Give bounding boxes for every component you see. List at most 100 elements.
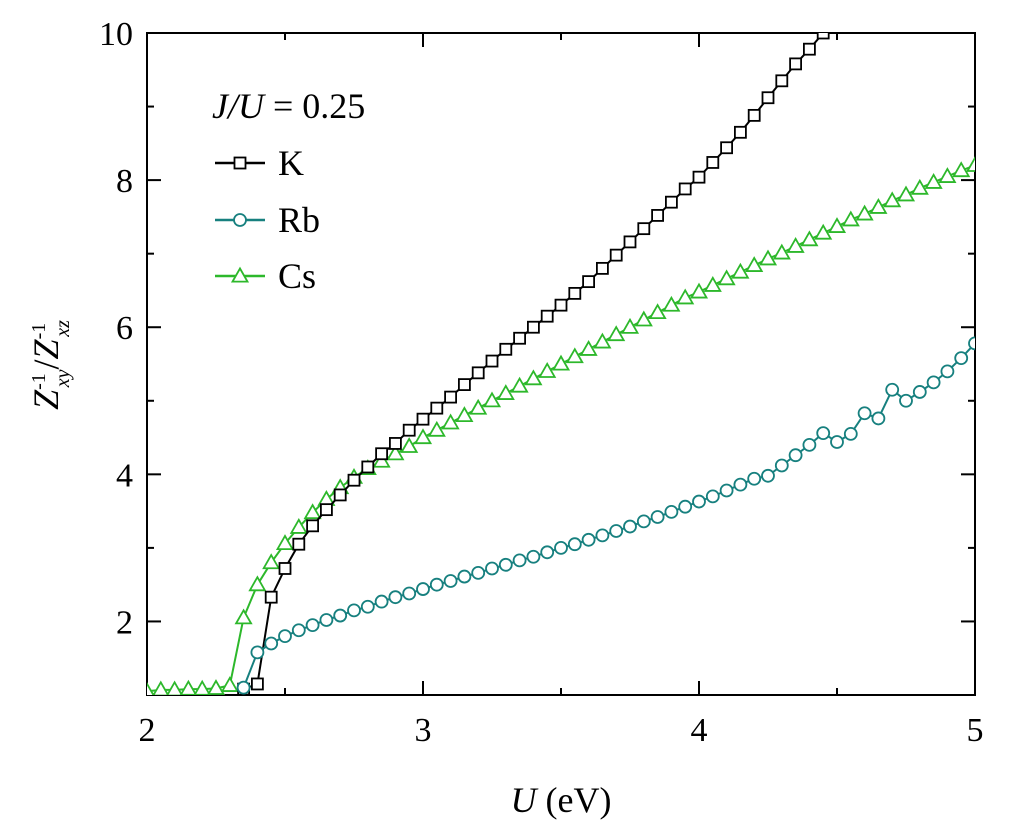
data-point-K (375, 447, 389, 461)
data-point-K (319, 503, 333, 517)
data-point-Rb (319, 613, 334, 627)
data-point-Cs (524, 369, 543, 386)
data-point-Rb (843, 426, 858, 441)
data-point-Rb (692, 494, 706, 509)
data-point-K (609, 248, 623, 262)
data-point-K (388, 437, 402, 450)
data-point-Cs (455, 406, 474, 423)
data-point-Rb (388, 590, 403, 605)
data-point-Rb (595, 528, 610, 543)
data-point-Rb (333, 608, 348, 623)
data-point-Cs (731, 262, 750, 279)
data-point-Cs (469, 398, 488, 415)
legend-item-Cs: Cs (215, 256, 316, 296)
data-point-K (513, 331, 526, 345)
data-point-Cs (786, 236, 805, 253)
series-Cs (147, 156, 975, 695)
data-point-Rb (236, 680, 251, 695)
data-point-K (665, 195, 678, 209)
data-point-Cs (234, 608, 253, 625)
y-title-num-base: Z (26, 389, 66, 410)
data-point-K (347, 473, 361, 487)
data-point-Rb (761, 468, 775, 483)
data-point-Rb (305, 618, 320, 633)
data-point-K (816, 33, 830, 40)
data-point-Cs (869, 198, 888, 214)
data-point-K (540, 309, 554, 323)
data-point-Rb (940, 364, 955, 379)
data-point-K (596, 261, 609, 275)
data-point-K (499, 342, 513, 356)
x-tick-label: 3 (415, 712, 432, 749)
data-point-Cs (620, 317, 640, 334)
data-point-Cs (676, 288, 695, 305)
data-point-K (554, 298, 568, 312)
data-point-K (789, 57, 802, 71)
x-axis-title-unit: (eV) (537, 780, 612, 820)
y-tick-label: 8 (116, 163, 133, 200)
y-title-sep: / (26, 359, 66, 369)
data-point-Cs (193, 679, 211, 695)
legend-marker (233, 213, 247, 227)
annotation-value: = 0.25 (264, 86, 365, 126)
data-point-Cs (496, 384, 515, 400)
data-point-Cs (400, 437, 419, 453)
data-point-K (734, 125, 747, 139)
data-point-K (706, 156, 720, 169)
data-point-Cs (248, 575, 267, 592)
data-point-Cs (565, 347, 584, 364)
data-point-Cs (482, 391, 502, 408)
data-point-K (720, 141, 733, 155)
data-point-Cs (510, 376, 529, 393)
x-tick-label: 2 (139, 712, 156, 749)
data-point-Cs (579, 339, 598, 356)
data-point-K (678, 182, 692, 196)
data-point-Cs (179, 679, 198, 695)
data-point-Cs (924, 173, 943, 189)
data-point-Cs (772, 243, 791, 260)
data-point-Cs (593, 332, 612, 349)
data-point-Cs (883, 191, 902, 208)
data-point-Rb (816, 426, 831, 441)
legend-label: K (278, 143, 304, 183)
data-point-Rb (457, 569, 472, 584)
data-point-Rb (540, 545, 555, 560)
data-point-Rb (747, 471, 762, 486)
data-point-Cs (910, 178, 929, 195)
annotation-ratio: J/U (212, 86, 266, 126)
data-point-Cs (607, 325, 626, 342)
data-point-K (402, 423, 416, 437)
legend: J/U = 0.25 K Rb Cs (212, 86, 365, 296)
data-point-Cs (152, 680, 170, 695)
data-point-Cs (386, 444, 405, 461)
data-point-K (747, 108, 761, 122)
data-point-Rb (264, 636, 279, 651)
data-point-Cs (662, 295, 681, 312)
data-point-K (333, 488, 347, 502)
data-point-Cs (441, 413, 460, 430)
y-title-den-sub: xz (52, 320, 74, 338)
data-point-K (692, 170, 706, 184)
x-tick-label: 5 (967, 712, 984, 749)
data-point-K (471, 366, 485, 380)
data-point-Rb (678, 499, 693, 514)
data-point-Rb (830, 435, 844, 449)
data-point-Rb (429, 577, 444, 592)
data-point-Cs (634, 310, 653, 327)
data-point-Rb (250, 645, 265, 660)
data-point-K (485, 354, 499, 368)
series-layer (147, 33, 975, 695)
data-point-Rb (719, 483, 734, 498)
data-point-K (582, 275, 595, 289)
data-point-Cs (220, 676, 239, 692)
x-axis-title: U (eV) (511, 780, 612, 820)
data-point-K (637, 222, 651, 236)
data-point-K (457, 378, 471, 391)
y-axis-title: Z-1 xy/Z-1 xz (26, 320, 74, 410)
data-point-Rb (650, 510, 665, 524)
data-point-Cs (372, 451, 391, 468)
data-point-Cs (275, 534, 295, 551)
data-point-Rb (968, 336, 975, 351)
data-point-Cs (689, 282, 709, 299)
